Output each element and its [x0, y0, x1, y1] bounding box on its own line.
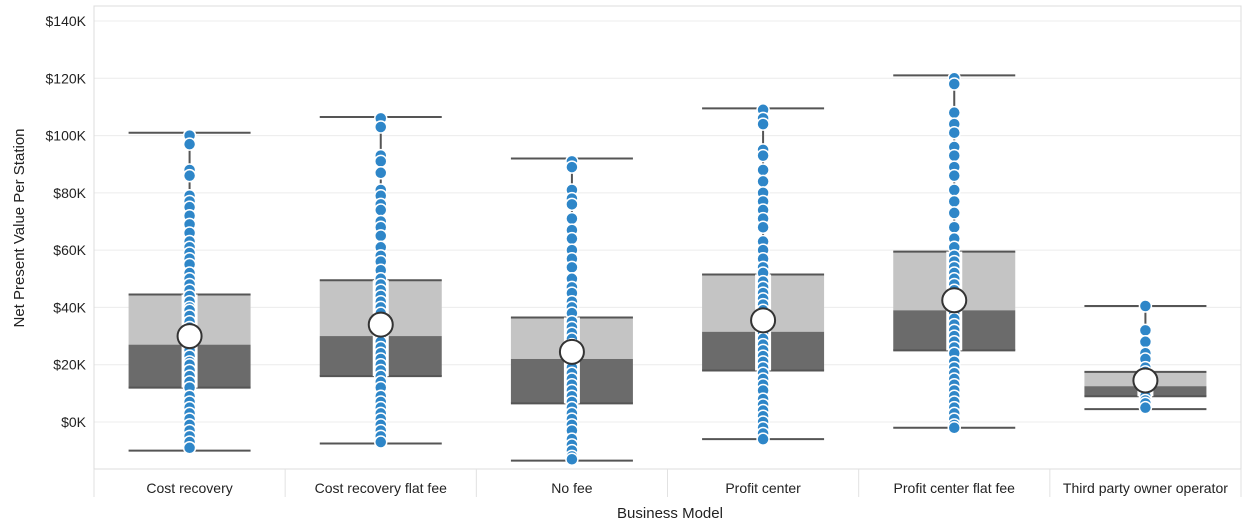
data-point: [374, 229, 388, 243]
data-point: [565, 160, 579, 174]
box-group: [319, 111, 442, 449]
x-tick-label: Profit center flat fee: [894, 480, 1016, 496]
x-tick-label: No fee: [551, 480, 592, 496]
mean-marker: [941, 287, 968, 314]
box-series: [128, 71, 1207, 466]
x-axis-title: Business Model: [617, 505, 723, 522]
data-point: [374, 120, 388, 134]
data-point: [947, 125, 961, 140]
data-point: [565, 211, 579, 226]
y-tick-label: $0K: [61, 414, 87, 430]
data-point: [947, 220, 961, 234]
data-point: [756, 432, 770, 446]
data-point: [1138, 323, 1153, 338]
mean-marker: [750, 307, 777, 334]
data-point: [565, 260, 579, 275]
plot-frame: [93, 5, 1242, 470]
data-point: [374, 154, 388, 169]
mean-marker: [1132, 367, 1159, 394]
data-point: [182, 168, 197, 183]
x-tick-label: Third party owner operator: [1063, 480, 1228, 496]
data-point: [1138, 335, 1153, 349]
data-point: [947, 77, 961, 91]
x-tick-label: Cost recovery: [146, 480, 232, 496]
plot-border: [93, 5, 1242, 470]
y-axis-ticks: $0K $20K $40K $60K $80K $100K $120K $140K: [46, 13, 87, 430]
box-group: [510, 154, 633, 466]
data-point: [1138, 299, 1153, 313]
data-point: [374, 166, 388, 180]
data-point: [182, 137, 197, 151]
data-point: [947, 168, 961, 183]
y-tick-label: $60K: [53, 242, 86, 258]
mean-marker: [367, 311, 394, 338]
box-group: [128, 128, 251, 455]
y-tick-label: $120K: [46, 70, 87, 86]
data-point: [947, 206, 961, 220]
data-point: [756, 220, 770, 234]
data-point: [756, 163, 770, 177]
y-tick-label: $40K: [53, 299, 86, 315]
mean-marker: [558, 338, 585, 365]
data-point: [756, 148, 770, 163]
x-tick-label: Profit center: [725, 480, 801, 496]
y-tick-label: $100K: [46, 128, 87, 144]
y-tick-label: $80K: [53, 185, 86, 201]
data-point: [947, 105, 961, 120]
data-point: [1138, 400, 1153, 415]
y-axis-title: Net Present Value Per Station: [11, 129, 28, 328]
data-point: [756, 174, 770, 189]
data-point: [182, 441, 197, 455]
data-point: [565, 197, 579, 212]
x-axis-ticks: Cost recovery Cost recovery flat fee No fe…: [93, 469, 1242, 497]
x-tick-label: Cost recovery flat fee: [315, 480, 447, 496]
y-tick-label: $140K: [46, 13, 87, 29]
gridlines: [94, 20, 1241, 423]
data-point: [756, 117, 770, 131]
data-point: [565, 231, 579, 246]
data-point: [947, 194, 961, 209]
box-group: [1084, 299, 1207, 415]
data-point: [565, 452, 579, 466]
mean-marker: [176, 323, 203, 350]
y-tick-label: $20K: [53, 357, 86, 373]
data-point: [947, 420, 961, 435]
data-point: [947, 183, 961, 197]
data-point: [374, 435, 388, 449]
box-group: [893, 71, 1016, 435]
data-point: [947, 148, 961, 163]
box-group: [702, 103, 825, 446]
data-point: [374, 203, 388, 217]
